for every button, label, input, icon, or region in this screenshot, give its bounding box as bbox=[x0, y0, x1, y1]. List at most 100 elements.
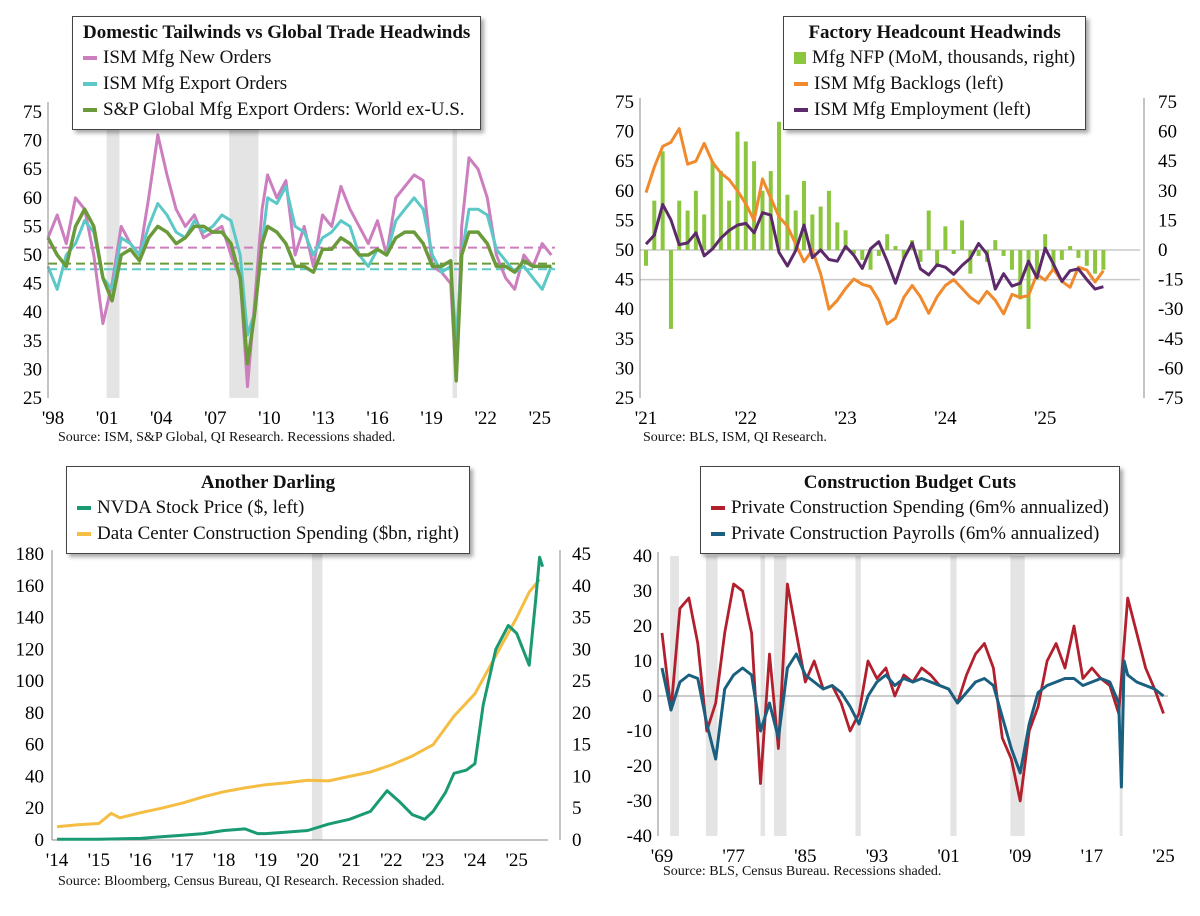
legend-swatch bbox=[77, 506, 91, 510]
x-tick-label: '22 bbox=[380, 850, 402, 871]
legend-label: Mfg NFP (MoM, thousands, right) bbox=[812, 47, 1076, 68]
nfp-bar bbox=[901, 250, 906, 258]
nfp-bar bbox=[1093, 250, 1098, 274]
recession-band bbox=[106, 106, 120, 398]
x-tick-label: '10 bbox=[258, 408, 280, 429]
nfp-bar bbox=[960, 220, 965, 250]
legend-item: Private Construction Payrolls (6m% annua… bbox=[711, 521, 1109, 547]
legend-label: ISM Mfg Backlogs (left) bbox=[814, 73, 1004, 94]
nfp-bar bbox=[743, 141, 748, 250]
nfp-bar bbox=[860, 250, 865, 260]
y-tick-label: 80 bbox=[25, 703, 44, 724]
recession-band bbox=[311, 554, 323, 840]
y-tick-label: 25 bbox=[572, 671, 591, 692]
x-tick-label: '25 bbox=[1034, 408, 1056, 429]
nfp-bar bbox=[893, 246, 898, 250]
legend-swatch bbox=[77, 532, 91, 536]
series-line bbox=[660, 582, 1165, 803]
series-line bbox=[57, 555, 545, 841]
series-line bbox=[644, 127, 1105, 326]
y-tick-label: 70 bbox=[615, 122, 634, 143]
series-line bbox=[644, 202, 1104, 291]
x-tick-label: '13 bbox=[312, 408, 334, 429]
chart-panel-2: 75 70 65 60 55 50 45 40 35 30 25 75 60 45 30 15 0 -15 -30 -… bbox=[600, 0, 1200, 458]
y-tick-label: 65 bbox=[615, 151, 634, 172]
construction-chart: 40 30 20 10 0 -10 -20 -30 -40'69 '77 '85 '93 '01 '09 '… bbox=[627, 546, 1175, 867]
y-tick-label: 30 bbox=[615, 358, 634, 379]
nfp-bar bbox=[851, 250, 856, 254]
nfp-bar bbox=[876, 250, 881, 256]
y-tick-label: 10 bbox=[633, 651, 652, 672]
legend-swatch bbox=[711, 506, 725, 510]
x-tick-label: '93 bbox=[866, 846, 888, 867]
y-tick-label: 35 bbox=[23, 331, 42, 352]
nfp-bar bbox=[993, 240, 998, 250]
nfp-bar bbox=[868, 250, 873, 270]
legend-item: ISM Mfg Employment (left) bbox=[794, 97, 1075, 123]
y-tick-label: 60 bbox=[1158, 122, 1177, 143]
y-tick-label: 40 bbox=[25, 766, 44, 787]
nfp-bar bbox=[1076, 250, 1081, 258]
y-tick-label: 25 bbox=[23, 388, 42, 409]
y-tick-label: 40 bbox=[615, 299, 634, 320]
y-tick-label: -60 bbox=[1158, 358, 1183, 379]
y-tick-label: 55 bbox=[615, 210, 634, 231]
chart-panel-3: 180 160 140 120 100 80 60 40 20 0 45 40 35 30 25 20 15 10… bbox=[0, 458, 600, 916]
y-tick-label: -15 bbox=[1158, 270, 1183, 291]
x-tick-label: '17 bbox=[1081, 846, 1103, 867]
nfp-bar bbox=[976, 250, 981, 256]
nfp-bar bbox=[1043, 234, 1048, 250]
x-tick-label: '07 bbox=[204, 408, 226, 429]
series-line bbox=[56, 578, 541, 829]
legend-item: ISM Mfg New Orders bbox=[83, 45, 470, 71]
source-note: Source: BLS, Census Bureau. Recessions s… bbox=[663, 864, 942, 879]
y-tick-label: 50 bbox=[23, 245, 42, 266]
nfp-bar bbox=[885, 234, 890, 250]
y-tick-label: 40 bbox=[572, 576, 591, 597]
nfp-bar bbox=[1026, 250, 1031, 329]
nfp-bar bbox=[644, 250, 648, 266]
x-tick-label: '19 bbox=[255, 850, 277, 871]
y-tick-label: 20 bbox=[25, 798, 44, 819]
nfp-bar bbox=[1101, 250, 1106, 270]
nfp-bar bbox=[718, 171, 723, 250]
factory-headcount-chart: 75 70 65 60 55 50 45 40 35 30 25 75 60 45 30 15 0 -15 -30 -… bbox=[615, 92, 1183, 429]
nfp-bar bbox=[702, 214, 707, 250]
legend-item: Private Construction Spending (6m% annua… bbox=[711, 495, 1109, 521]
y-tick-label: 5 bbox=[572, 798, 582, 819]
legend-label: NVDA Stock Price ($, left) bbox=[97, 497, 305, 518]
legend-label: ISM Mfg Employment (left) bbox=[814, 99, 1031, 120]
legend-label: S&P Global Mfg Export Orders: World ex-U… bbox=[103, 99, 465, 120]
legend-item: NVDA Stock Price ($, left) bbox=[77, 495, 459, 521]
nvda-datacenter-chart: 1801601401201008060402004540353025201510… bbox=[16, 544, 592, 871]
nfp-bar bbox=[843, 230, 848, 250]
nfp-bar bbox=[677, 200, 682, 250]
y-tick-label: 0 bbox=[35, 830, 45, 851]
x-tick-label: '14 bbox=[46, 850, 69, 871]
legend-swatch bbox=[711, 532, 725, 536]
nfp-bar bbox=[835, 222, 840, 250]
x-tick-label: '77 bbox=[722, 846, 744, 867]
legend-item: Mfg NFP (MoM, thousands, right) bbox=[794, 45, 1075, 71]
nfp-bar bbox=[943, 226, 948, 250]
recession-band bbox=[452, 106, 458, 398]
ism-orders-chart: 75 70 65 60 55 50 45 40 35 30 25'98 '01 '04 '07 '10 '13… bbox=[23, 102, 555, 429]
x-tick-label: '21 bbox=[338, 850, 360, 871]
nfp-bar bbox=[951, 250, 956, 254]
x-tick-label: '17 bbox=[171, 850, 193, 871]
chart-title: Domestic Tailwinds vs Global Trade Headw… bbox=[83, 22, 471, 43]
chart-legend: Another Darling NVDA Stock Price ($, lef… bbox=[66, 466, 470, 554]
y-tick-label: 0 bbox=[643, 686, 653, 707]
nfp-bar bbox=[1084, 250, 1089, 266]
nfp-bar bbox=[818, 206, 823, 250]
y-tick-label: 60 bbox=[25, 735, 44, 756]
y-tick-label: 100 bbox=[16, 671, 45, 692]
chart-title: Factory Headcount Headwinds bbox=[808, 22, 1061, 43]
x-tick-label: '19 bbox=[420, 408, 442, 429]
series-line bbox=[46, 184, 553, 343]
x-tick-label: '01 bbox=[937, 846, 959, 867]
legend-item: Data Center Construction Spending ($bn, … bbox=[77, 521, 459, 547]
x-tick-label: '21 bbox=[635, 408, 657, 429]
x-tick-label: '20 bbox=[297, 850, 319, 871]
y-tick-label: 180 bbox=[16, 544, 45, 565]
